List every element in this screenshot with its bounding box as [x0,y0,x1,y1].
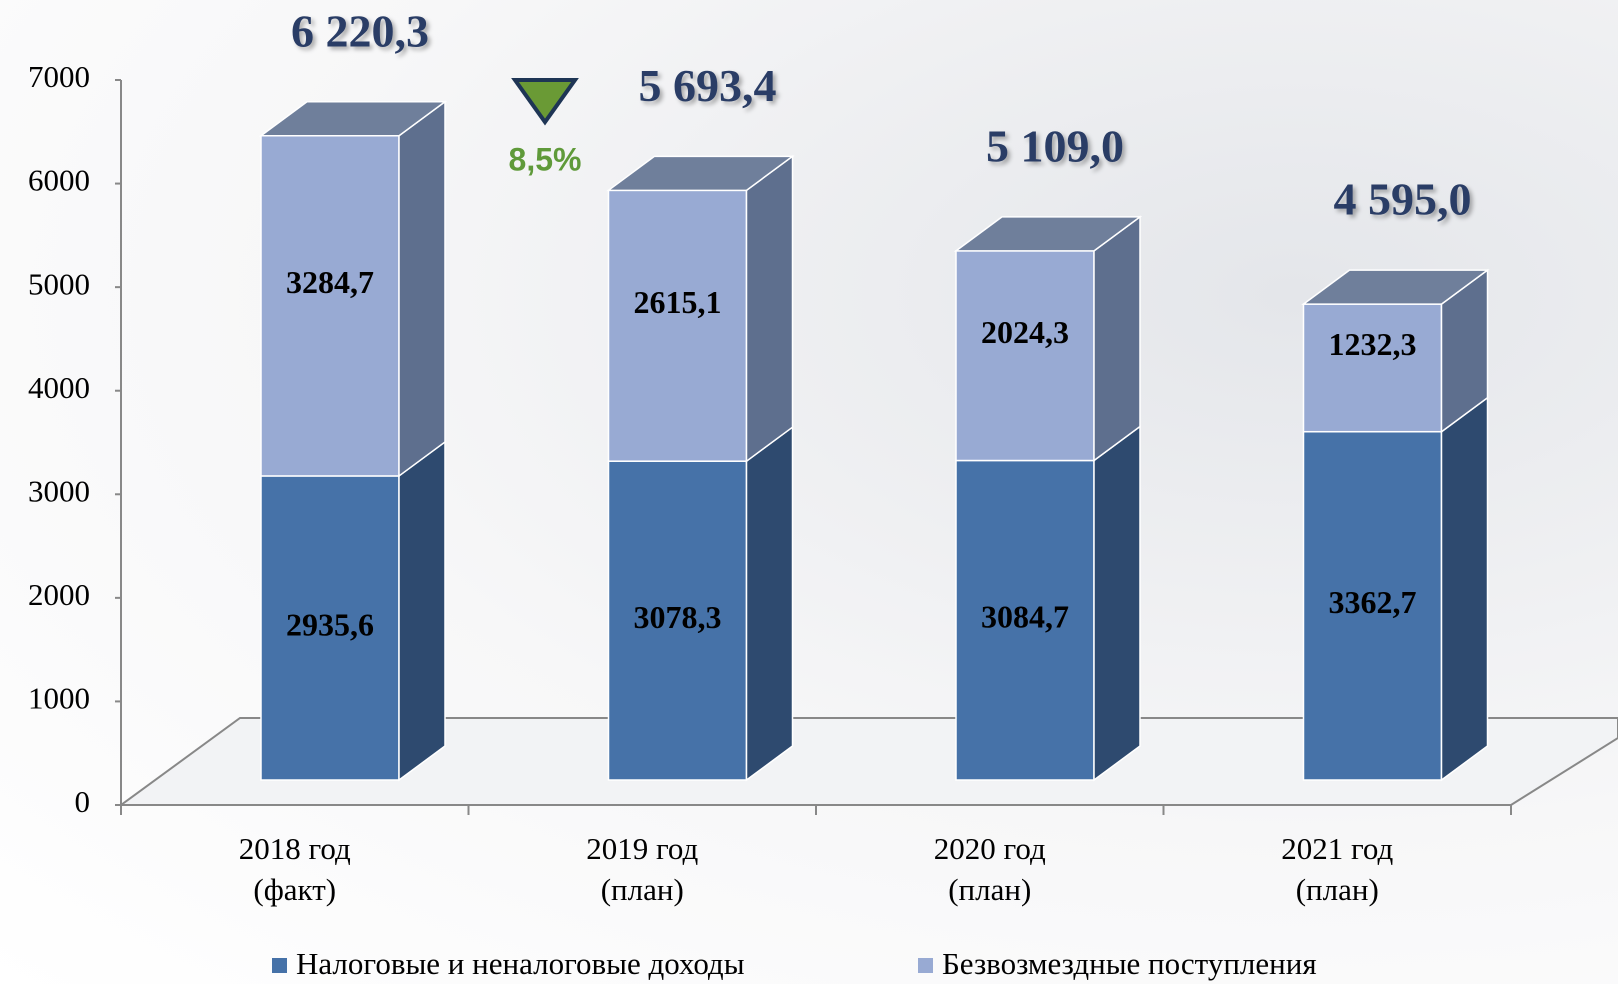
bar-top [953,216,1143,252]
x-tick-label: (факт) [253,872,336,907]
total-label: 5 109,0 [986,120,1124,171]
y-tick-label: 1000 [28,681,90,716]
bar-front [260,135,400,477]
data-label: 3362,7 [1329,584,1417,620]
y-tick-label: 3000 [28,473,90,508]
bar-side [745,154,794,463]
legend-swatch [918,958,933,973]
bar-front [607,460,748,781]
data-label: 1232,3 [1329,326,1417,362]
bar-top [606,155,795,192]
bar-front [955,250,1095,462]
y-tick-label: 6000 [28,163,90,198]
annotation: 8,5% [509,141,582,177]
bar-side [1440,396,1489,782]
x-tick-label: 2018 год [239,831,351,866]
bar-side [1093,425,1141,782]
bar-front [607,189,748,462]
legend-swatch [272,958,287,973]
x-tick-label: 2020 год [934,831,1046,866]
y-tick-label: 4000 [28,370,90,405]
bar-side [1093,215,1141,463]
x-tick-label: (план) [948,872,1031,907]
bar-front [260,475,400,781]
data-label: 2615,1 [634,284,722,320]
y-tick-label: 0 [75,784,91,819]
y-tick-label: 7000 [28,59,90,94]
bar-side [745,425,794,782]
x-tick-label: (план) [1296,872,1379,907]
total-label: 5 693,4 [639,60,777,111]
legend-label: Налоговые и неналоговые доходы [296,946,745,981]
x-tick-label: 2019 год [586,831,698,866]
y-tick-label: 2000 [28,577,90,612]
data-label: 3084,7 [981,599,1069,635]
bar-side [398,100,446,478]
bar-front [1302,430,1443,781]
data-label: 3284,7 [286,264,374,300]
data-label: 2935,6 [286,606,374,642]
total-label: 4 595,0 [1334,174,1472,225]
bar-front [1302,303,1443,433]
legend-label: Безвозмездные поступления [942,946,1317,981]
bar-top [258,101,448,137]
data-label: 3078,3 [634,599,722,635]
bar-top [1301,269,1490,305]
total-label: 6 220,3 [291,5,429,56]
bar-front [955,459,1095,781]
data-label: 2024,3 [981,314,1069,350]
x-tick-label: (план) [601,872,684,907]
y-tick-label: 5000 [28,266,90,301]
bar-side [398,440,446,782]
decrease-marker [511,78,579,126]
x-tick-label: 2021 год [1281,831,1393,866]
